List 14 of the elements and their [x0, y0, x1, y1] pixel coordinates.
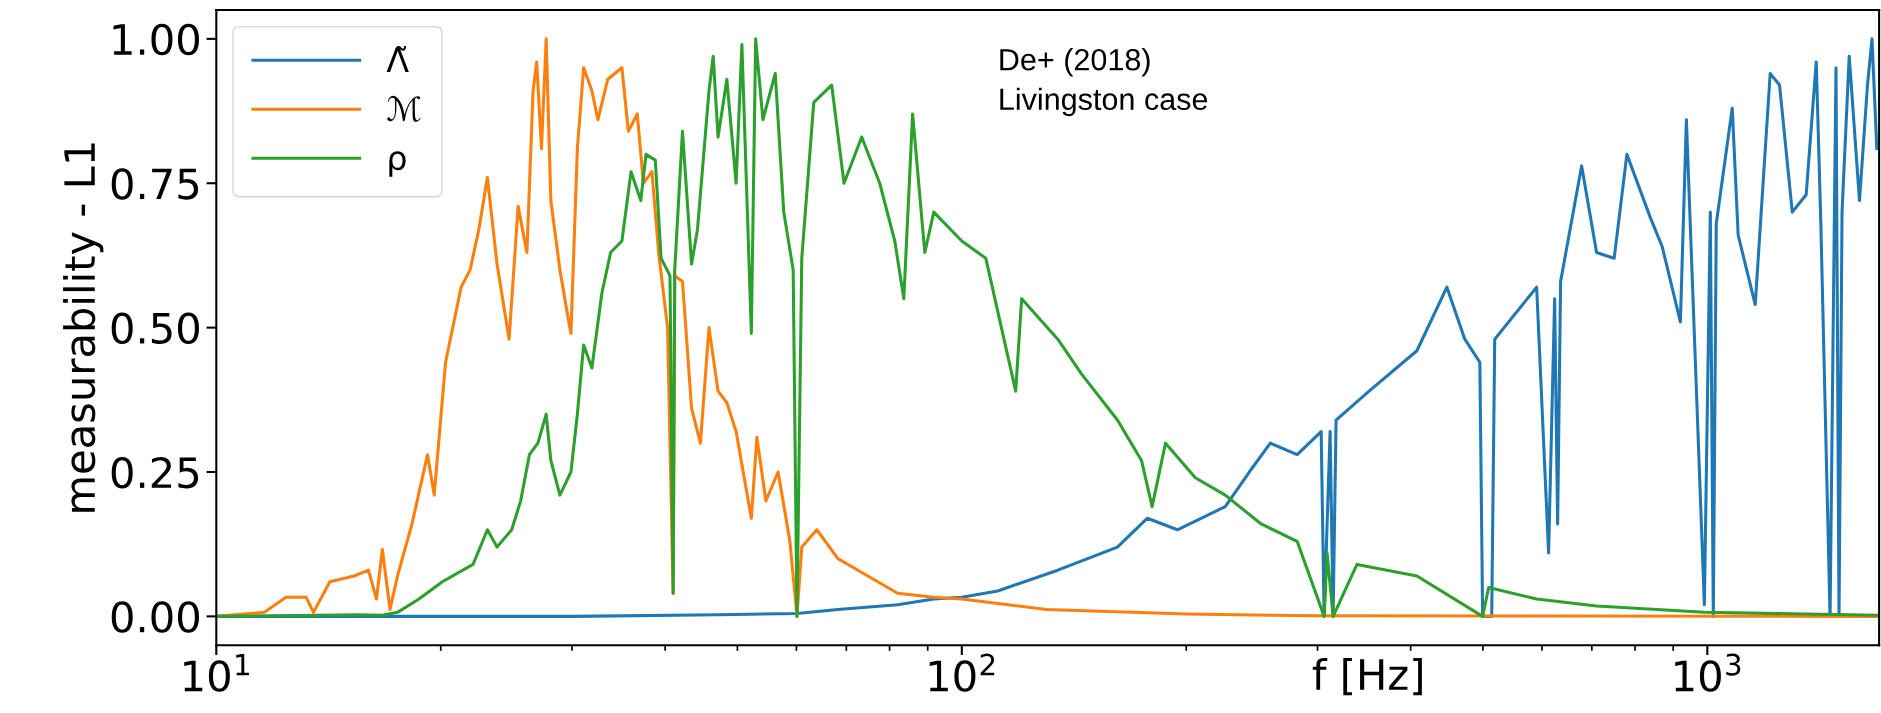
y-tick-label: 0.75 — [111, 168, 199, 200]
legend-label: ρ — [389, 151, 406, 177]
legend-label: ℳ — [387, 95, 421, 122]
y-tick-label: 1.00 — [113, 23, 199, 56]
legend-label: Λ̃ — [386, 46, 409, 72]
x-axis-title: f [Hz] — [1312, 657, 1422, 696]
y-tick-label: 0.25 — [111, 456, 199, 489]
annotation: De+ (2018) Livingston case — [1000, 48, 1208, 117]
y-tick-label: 0.00 — [111, 601, 199, 633]
x-tick-label: 10$^{3}$ — [1675, 653, 1741, 692]
x-tick-label: 10$^{1}$ — [184, 654, 249, 692]
y-tick-label: 0.50 — [111, 312, 199, 345]
x-tick-label: 10$^{2}$ — [929, 653, 995, 692]
y-axis-title: measurability - L1 — [63, 143, 104, 512]
